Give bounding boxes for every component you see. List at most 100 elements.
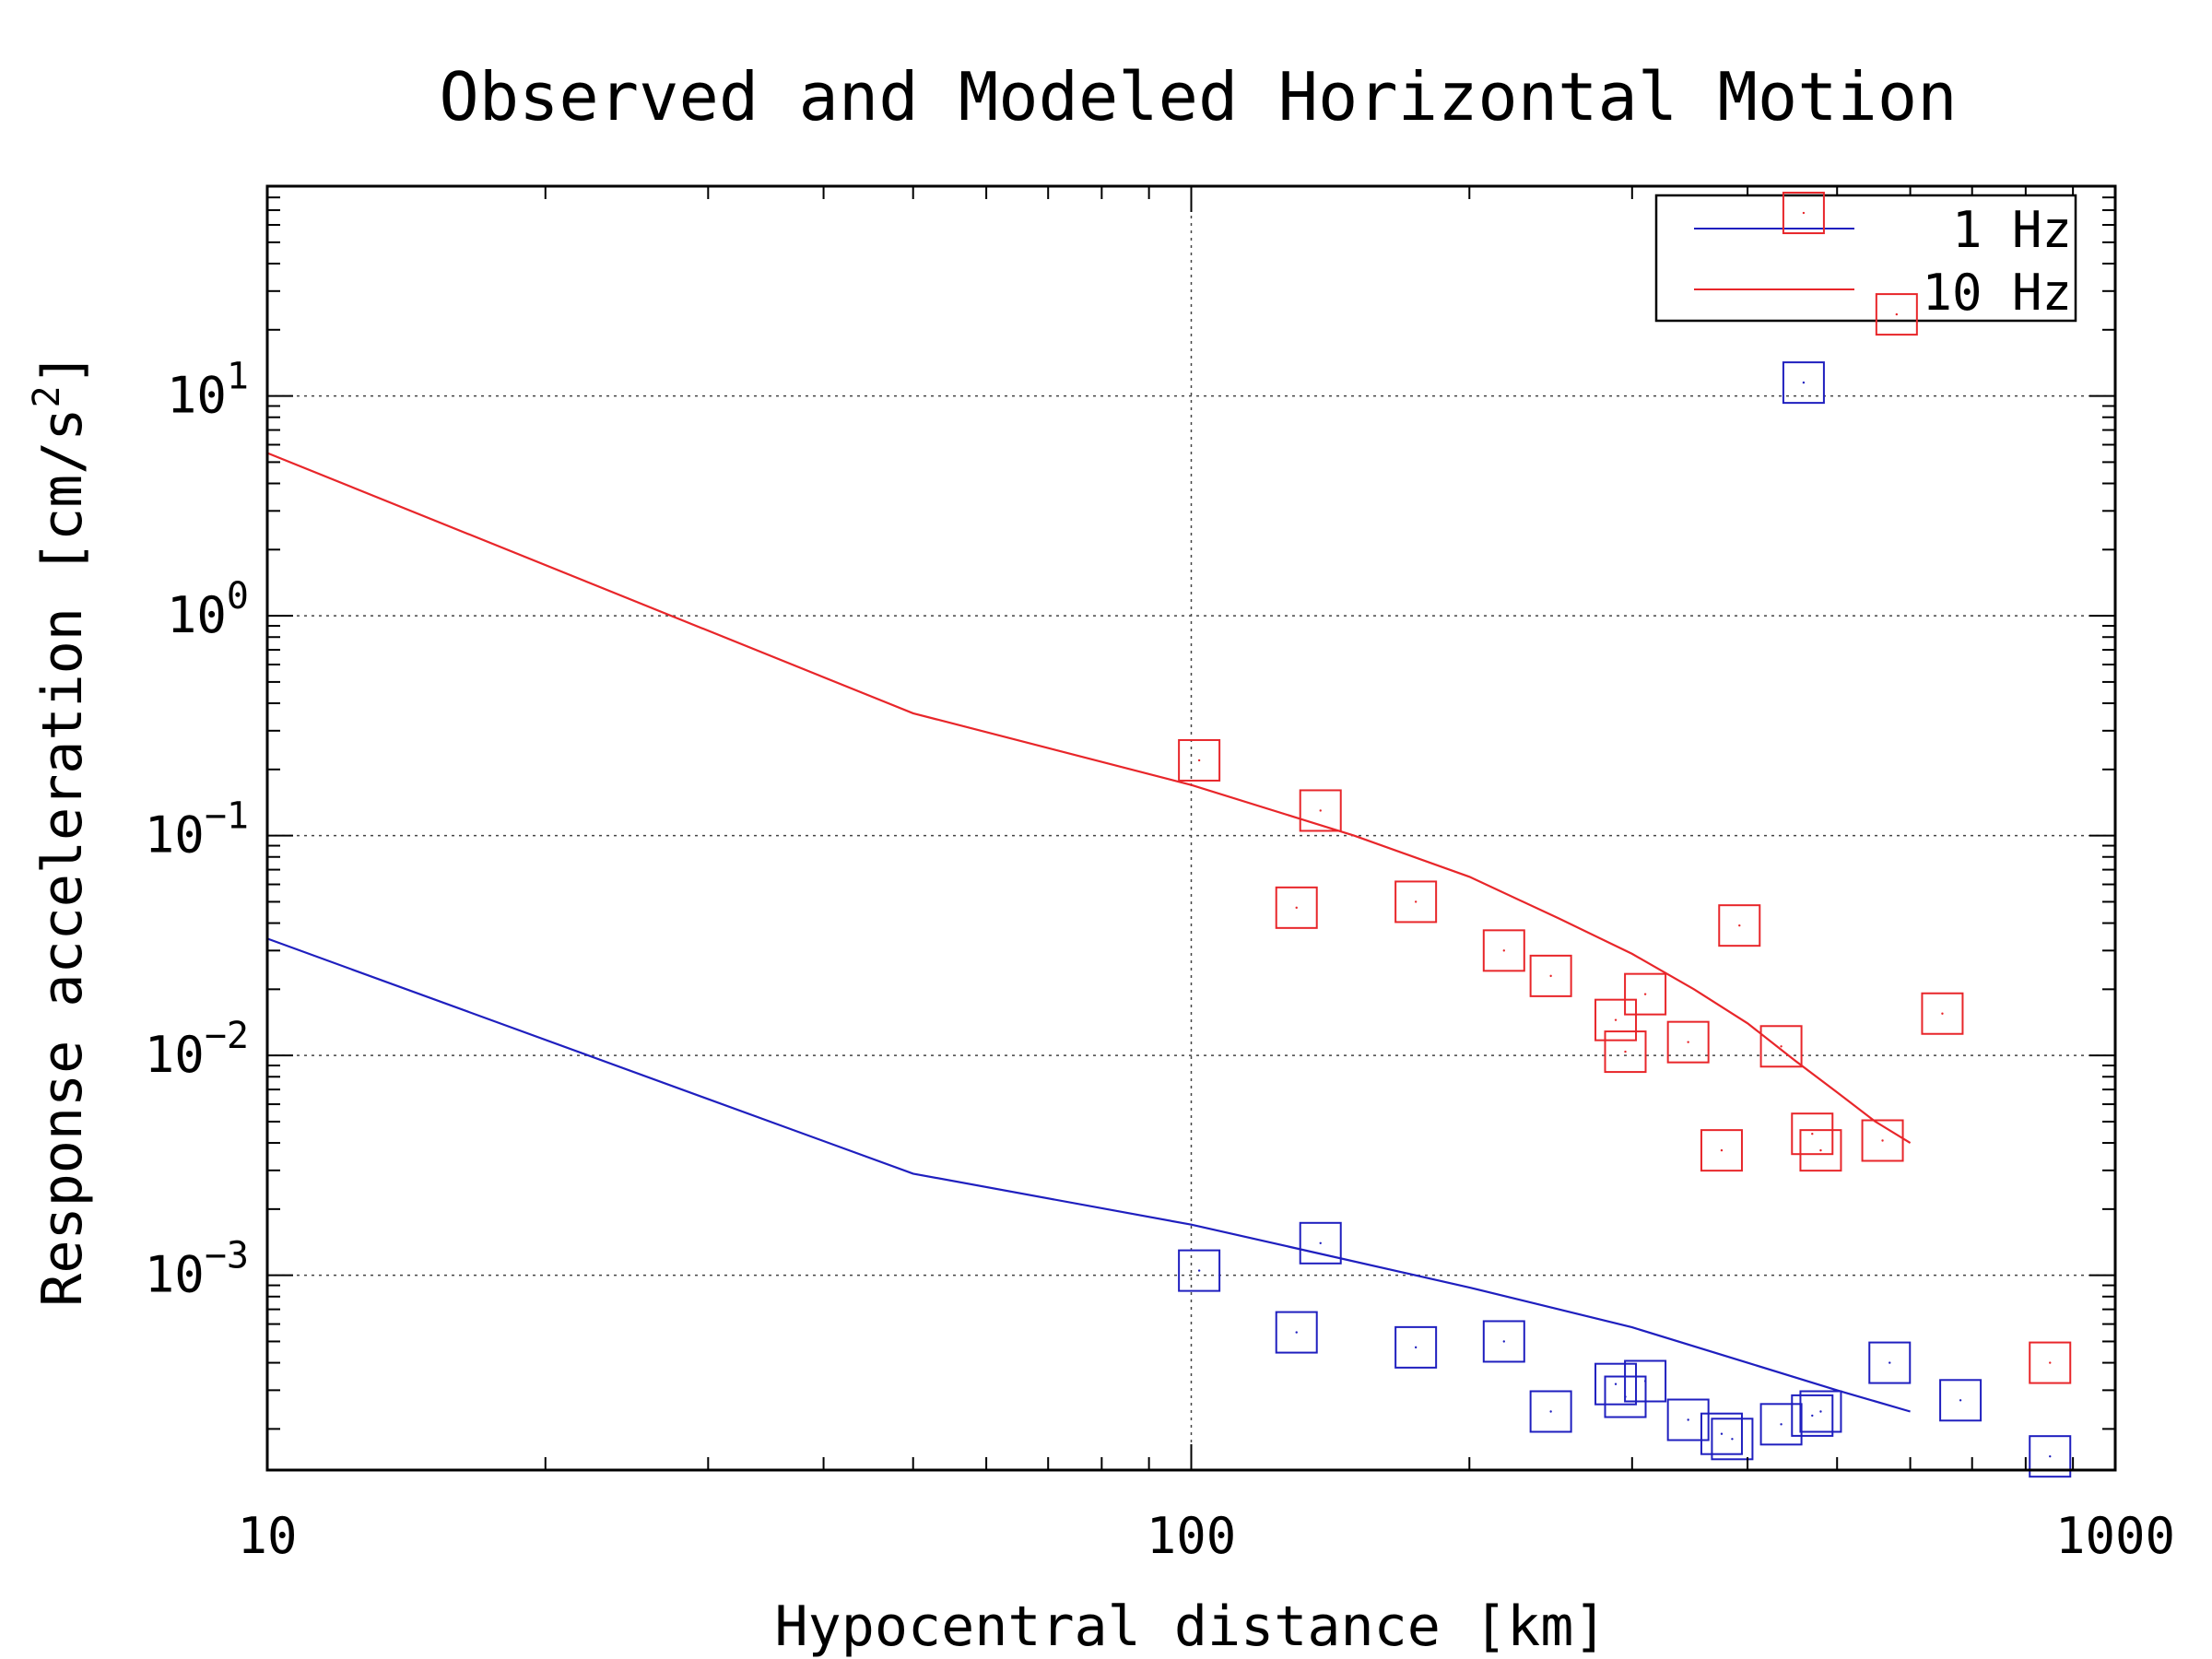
y-axis-label-sup: 2 bbox=[26, 385, 68, 407]
observed-point-center-series-1 bbox=[1549, 1410, 1552, 1413]
y-tick-label: 10−1 bbox=[145, 795, 249, 865]
observed-point-series-1 bbox=[1799, 1390, 1842, 1433]
observed-point-center-series-2 bbox=[1881, 1139, 1884, 1142]
observed-point-center-series-1 bbox=[1819, 1410, 1822, 1413]
observed-point-series-2 bbox=[1861, 1119, 1904, 1162]
observed-point-series-1 bbox=[1700, 1412, 1743, 1455]
grid bbox=[267, 186, 2115, 1470]
chart-title: Observed and Modeled Horizontal Motion bbox=[439, 58, 1957, 135]
observed-point-series-2 bbox=[1791, 1112, 1834, 1156]
observed-point-series-2 bbox=[1394, 880, 1438, 924]
x-tick-label: 1000 bbox=[2055, 1507, 2175, 1565]
observed-point-series-2 bbox=[1700, 1129, 1743, 1172]
observed-point-center-series-1 bbox=[1720, 1432, 1724, 1435]
observed-point-center-series-1 bbox=[1197, 1269, 1201, 1272]
observed-point-series-1 bbox=[1275, 1311, 1318, 1354]
observed-point-center-series-2 bbox=[1643, 993, 1647, 995]
observed-point-center-series-1 bbox=[1959, 1399, 1962, 1402]
observed-point-series-2 bbox=[1799, 1129, 1842, 1172]
plot-area bbox=[266, 452, 2072, 1478]
observed-point-series-1 bbox=[1529, 1390, 1572, 1433]
y-axis-label-main: Response acceleration [cm/s bbox=[30, 407, 95, 1306]
observed-point-series-2 bbox=[1921, 992, 1964, 1035]
observed-point-series-1 bbox=[1868, 1341, 1912, 1384]
observed-point-center-series-2 bbox=[1687, 1041, 1689, 1043]
observed-point-center-series-2 bbox=[1197, 759, 1201, 762]
observed-point-center-series-1 bbox=[1731, 1438, 1734, 1441]
observed-point-center-series-1 bbox=[1614, 1382, 1618, 1385]
observed-point-series-1 bbox=[1624, 1359, 1667, 1403]
observed-point-center-series-2 bbox=[1819, 1148, 1822, 1152]
y-tick-base: 10 bbox=[145, 1026, 205, 1084]
y-tick-base: 10 bbox=[167, 586, 227, 644]
observed-point-series-2 bbox=[1782, 192, 1825, 235]
observed-point-series-1 bbox=[1394, 1325, 1438, 1369]
observed-point-center-series-2 bbox=[1720, 1148, 1724, 1152]
y-tick-exponent: −1 bbox=[205, 795, 249, 838]
model-line-series-2 bbox=[266, 452, 1912, 1145]
observed-point-center-series-1 bbox=[1319, 1241, 1322, 1245]
observed-point-series-2 bbox=[1875, 293, 1918, 336]
observed-point-series-1 bbox=[2029, 1435, 2072, 1478]
y-tick-label: 10−2 bbox=[145, 1015, 249, 1084]
observed-point-center-series-2 bbox=[1295, 906, 1298, 910]
observed-point-series-1 bbox=[1482, 1320, 1525, 1363]
observed-point-center-series-2 bbox=[1738, 924, 1741, 927]
observed-point-series-1 bbox=[1791, 1394, 1834, 1437]
observed-point-center-series-2 bbox=[1941, 1012, 1944, 1015]
observed-point-center-series-1 bbox=[1295, 1331, 1298, 1334]
observed-point-center-series-2 bbox=[1549, 974, 1552, 978]
observed-point-center-series-1 bbox=[1687, 1418, 1689, 1421]
x-tick-label: 100 bbox=[1147, 1507, 1237, 1565]
observed-point-series-1 bbox=[1299, 1221, 1342, 1265]
y-axis-label-end: ] bbox=[30, 352, 95, 385]
observed-point-center-series-1 bbox=[2049, 1454, 2052, 1458]
observed-point-series-2 bbox=[1529, 954, 1572, 997]
observed-point-series-1 bbox=[1594, 1362, 1638, 1406]
observed-point-series-1 bbox=[1178, 1249, 1221, 1292]
observed-point-center-series-1 bbox=[1888, 1361, 1891, 1364]
y-tick-base: 10 bbox=[145, 1246, 205, 1304]
y-tick-label: 10−3 bbox=[145, 1235, 249, 1304]
observed-overlay bbox=[1782, 192, 1918, 405]
observed-point-series-2 bbox=[1718, 904, 1761, 947]
observed-point-series-2 bbox=[1275, 886, 1318, 929]
observed-point-series-1 bbox=[1782, 361, 1825, 405]
x-axis-label: Hypocentral distance [km] bbox=[774, 1594, 1606, 1659]
observed-point-series-2 bbox=[1624, 972, 1667, 1016]
observed-point-center-series-2 bbox=[1802, 211, 1806, 215]
observed-point-center-series-2 bbox=[1624, 1050, 1627, 1053]
observed-point-center-series-2 bbox=[1895, 312, 1899, 316]
observed-point-series-2 bbox=[2029, 1341, 2072, 1384]
observed-point-series-1 bbox=[1711, 1418, 1754, 1461]
observed-point-center-series-2 bbox=[1811, 1132, 1814, 1135]
observed-point-series-1 bbox=[1939, 1379, 1983, 1422]
observed-point-center-series-1 bbox=[1643, 1380, 1647, 1382]
observed-point-series-2 bbox=[1759, 1025, 1803, 1068]
observed-point-series-2 bbox=[1604, 1030, 1647, 1074]
observed-point-center-series-1 bbox=[1780, 1423, 1783, 1426]
y-tick-base: 10 bbox=[167, 367, 227, 425]
observed-point-center-series-2 bbox=[1614, 1018, 1618, 1021]
observed-point-center-series-2 bbox=[1780, 1045, 1783, 1048]
observed-point-center-series-1 bbox=[1414, 1346, 1418, 1349]
observed-point-center-series-2 bbox=[2049, 1361, 2052, 1364]
model-line-series-1 bbox=[266, 937, 1911, 1413]
observed-point-center-series-2 bbox=[1319, 809, 1322, 812]
observed-point-series-2 bbox=[1482, 929, 1525, 972]
y-tick-base: 10 bbox=[145, 806, 205, 865]
observed-point-series-1 bbox=[1666, 1398, 1710, 1441]
observed-point-series-2 bbox=[1178, 738, 1221, 782]
y-tick-exponent: −2 bbox=[205, 1015, 249, 1057]
legend-label-10hz: 10 Hz bbox=[1922, 264, 2072, 322]
legend-box bbox=[1654, 194, 2077, 323]
y-tick-exponent: 0 bbox=[227, 575, 249, 618]
observed-point-center-series-1 bbox=[1811, 1414, 1814, 1418]
y-tick-exponent: 1 bbox=[227, 356, 249, 398]
y-tick-label: 101 bbox=[167, 356, 249, 425]
legend-label-1hz: 1 Hz bbox=[1952, 201, 2072, 259]
observed-point-series-1 bbox=[1759, 1403, 1803, 1446]
observed-point-center-series-2 bbox=[1502, 949, 1506, 952]
